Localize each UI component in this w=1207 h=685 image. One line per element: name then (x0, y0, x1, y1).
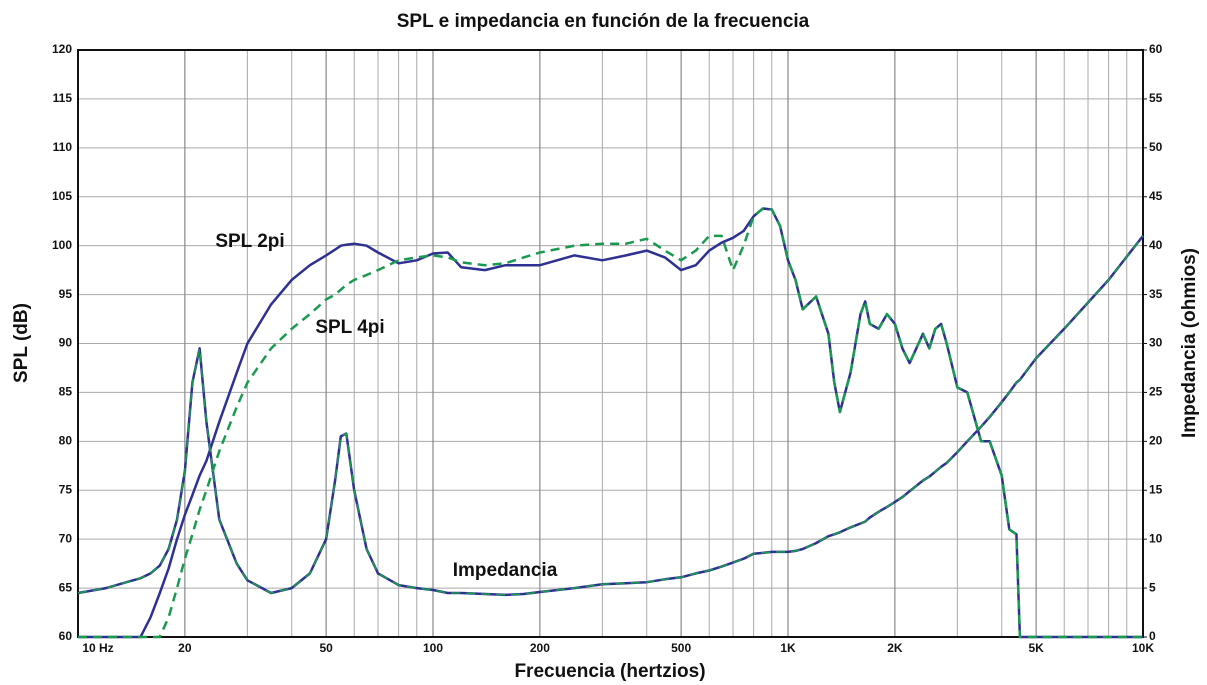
series-label: SPL 2pi (215, 231, 284, 252)
y-tick-label: 105 (52, 189, 72, 203)
series-label: Impedancia (453, 560, 558, 581)
series-label: SPL 4pi (315, 317, 384, 338)
y2-tick-label: 60 (1149, 42, 1163, 56)
y2-tick-label: 55 (1149, 91, 1163, 105)
y-tick-label: 60 (59, 629, 73, 643)
series-line-overlay (77, 235, 1144, 596)
y-tick-label: 85 (59, 385, 73, 399)
y-tick-label: 90 (59, 336, 73, 350)
y2-tick-label: 25 (1149, 385, 1163, 399)
y2-axis-label: Impedancia (ohmios) (1179, 248, 1200, 438)
x-tick-label: 50 (319, 641, 333, 655)
x-tick-label: 1K (780, 641, 796, 655)
y-tick-label: 70 (59, 531, 73, 545)
y-tick-label: 110 (53, 140, 73, 154)
y2-tick-label: 0 (1149, 629, 1156, 643)
y2-tick-label: 10 (1149, 531, 1163, 545)
x-tick-label: 200 (530, 641, 550, 655)
x-tick-label: 5K (1028, 641, 1044, 655)
y2-tick-label: 15 (1149, 482, 1163, 496)
y2-tick-label: 50 (1149, 140, 1163, 154)
y-tick-label: 100 (52, 238, 72, 252)
x-tick-label: 20 (178, 641, 192, 655)
x-tick-label: 10K (1132, 641, 1154, 655)
x-tick-label: 10 Hz (82, 641, 113, 655)
x-axis-label: Frecuencia (hertzios) (514, 661, 705, 682)
y-tick-label: 80 (59, 434, 73, 448)
y2-tick-label: 5 (1149, 580, 1156, 594)
x-tick-label: 500 (671, 641, 691, 655)
x-tick-label: 100 (423, 641, 443, 655)
series-line (78, 207, 1143, 639)
y-tick-label: 120 (52, 42, 72, 56)
plot-frame (77, 49, 1144, 638)
y2-tick-label: 45 (1149, 189, 1163, 203)
series-line (78, 207, 1143, 639)
y-tick-label: 65 (59, 580, 73, 594)
y-axis-label: SPL (dB) (11, 303, 32, 383)
chart-title: SPL e impedancia en función de la frecue… (397, 11, 810, 32)
y2-tick-label: 20 (1149, 434, 1163, 448)
y-tick-label: 75 (59, 482, 73, 496)
series-line (77, 235, 1144, 597)
y-tick-label: 115 (53, 91, 73, 105)
y-tick-label: 95 (59, 287, 73, 301)
y2-tick-label: 40 (1149, 238, 1163, 252)
x-tick-label: 2K (887, 641, 903, 655)
y2-tick-label: 30 (1149, 336, 1163, 350)
y2-tick-label: 35 (1149, 287, 1163, 301)
